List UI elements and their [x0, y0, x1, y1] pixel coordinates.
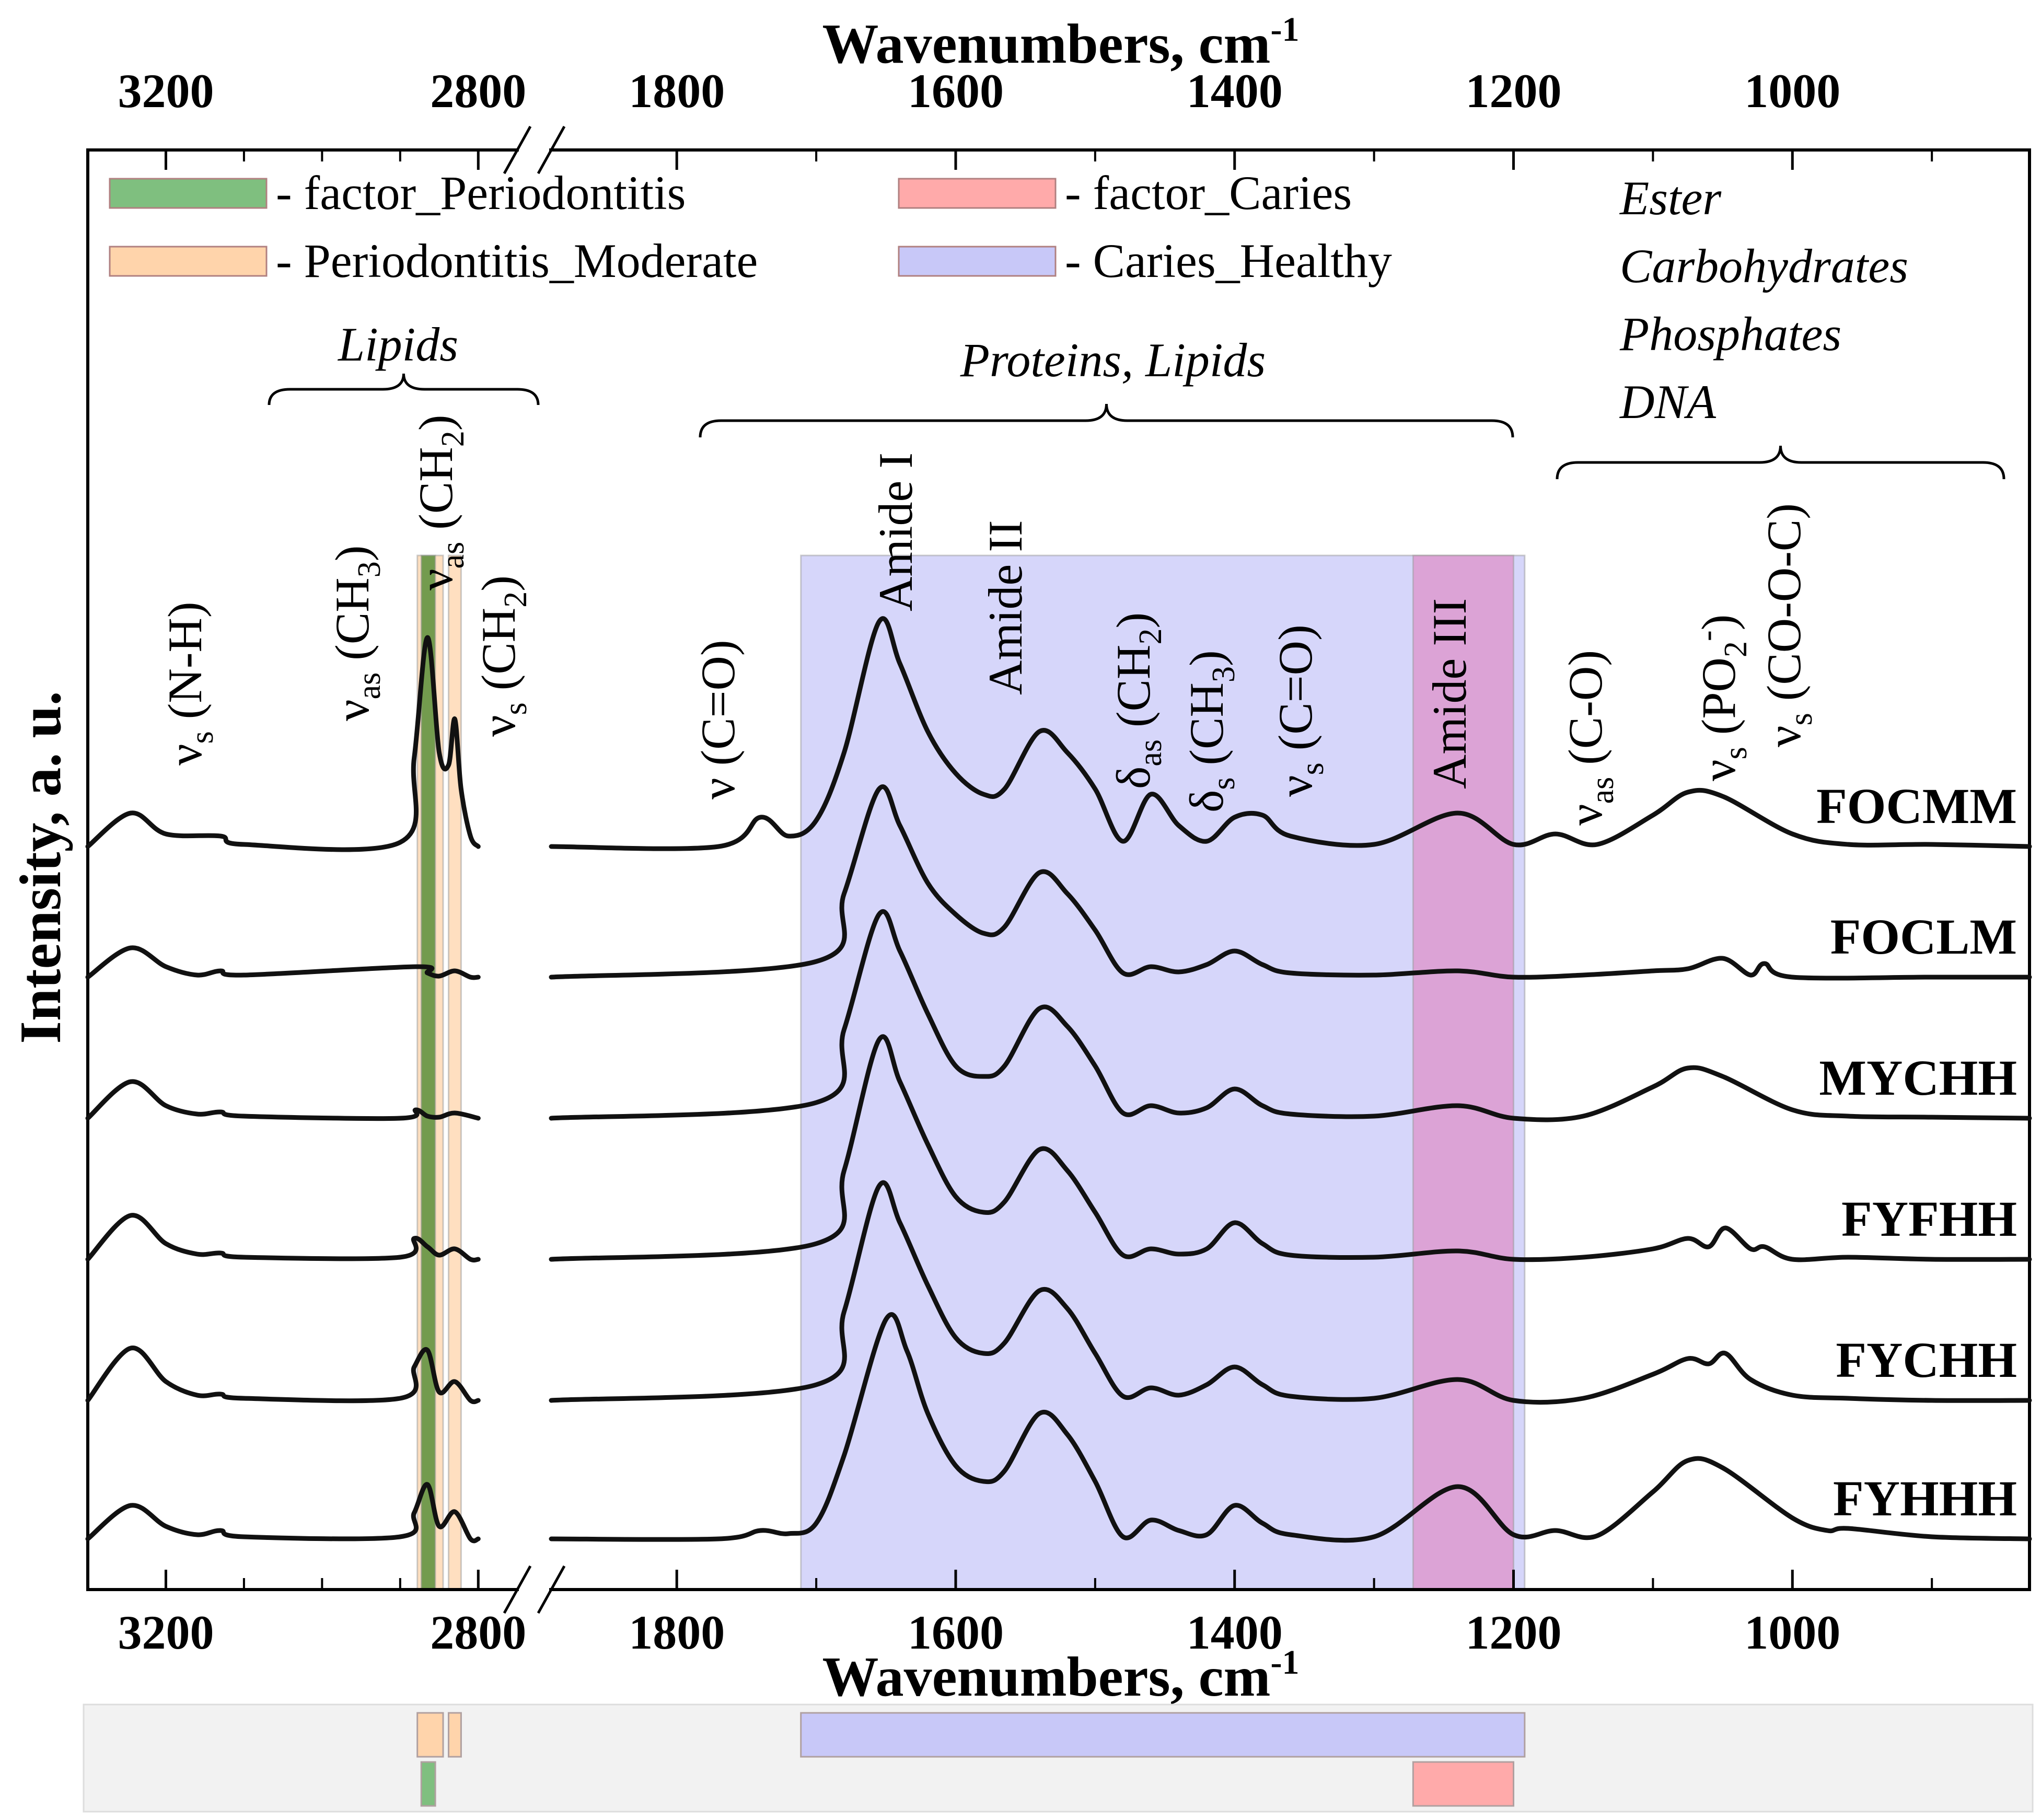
tick-label-bottom-1600: 1600 — [908, 1606, 1004, 1659]
tick-label-top-1200: 1200 — [1466, 64, 1562, 118]
break-slash — [537, 125, 566, 175]
spectrum-foclm-low — [549, 784, 2032, 981]
tick-label-bottom-1000: 1000 — [1744, 1606, 1840, 1659]
y-axis-title: Intensity, a. u. — [8, 691, 73, 1044]
region-periodontitis-moderate — [447, 554, 462, 1591]
spectrum-mychh-high — [85, 1079, 481, 1121]
peak-annotation: νs (CH2) — [472, 575, 534, 737]
peak-annotation: νas (CH2) — [409, 415, 471, 590]
series-label-focmm: FOCMM — [1816, 778, 2017, 834]
group-label-ester-item: Ester — [1619, 171, 1722, 225]
tick-label-top-1600: 1600 — [908, 64, 1004, 118]
series-label-fychh: FYCHH — [1836, 1332, 2017, 1388]
strip-region-factor-caries — [1412, 1761, 1515, 1807]
series-labels: FOCMM FOCLM MYCHH FYFHH FYCHH FYHHH — [1816, 778, 2017, 1526]
legend-label: - factor_Caries — [1065, 166, 1352, 219]
bottom-region-strip — [83, 1703, 2034, 1813]
spectrum-focmm-low — [549, 616, 2032, 851]
group-brace — [268, 373, 540, 405]
break-slash — [503, 1565, 532, 1614]
tick-label-top-3200: 3200 — [118, 64, 214, 118]
peak-annotation: δas (CH2) — [1107, 612, 1168, 789]
group-brace — [699, 403, 1514, 438]
spectrum-fyfhh-low — [549, 1034, 2032, 1262]
series-label-foclm: FOCLM — [1830, 909, 2017, 965]
peak-annotation: νas (C-O) — [1559, 650, 1620, 826]
group-label-ester-item: Carbohydrates — [1620, 239, 1908, 293]
break-gap-top — [519, 146, 549, 154]
legend-label: - factor_Periodontitis — [276, 166, 686, 219]
spectrum-fyhhh-low — [549, 1312, 2032, 1543]
axis-break-marks — [503, 125, 566, 1614]
break-gap-bottom — [519, 1585, 549, 1594]
spectrum-focmm-high — [85, 635, 481, 852]
tick-label-top-1000: 1000 — [1744, 64, 1840, 118]
tick-label-bottom-1400: 1400 — [1187, 1606, 1283, 1659]
region-caries-healthy — [800, 554, 1526, 1591]
plot-frame — [86, 148, 2031, 1591]
peak-annotation: Amide III — [1423, 598, 1476, 789]
strip-region-periodontitis-moderate — [416, 1712, 444, 1758]
legend-swatch — [898, 178, 1057, 209]
spectrum-foclm-high — [85, 945, 481, 980]
group-labels: Lipids Proteins, Lipids Ester Carbohydrates… — [268, 171, 2005, 480]
legend-label: - Periodontitis_Moderate — [276, 234, 758, 287]
group-label-ester-item: Phosphates — [1619, 307, 1841, 361]
series-label-mychh: MYCHH — [1819, 1050, 2017, 1106]
peak-annotation: ν (C=O) — [691, 640, 745, 799]
tick-label-bottom-2800: 2800 — [430, 1606, 526, 1659]
peak-annotation: Amide II — [979, 520, 1032, 695]
group-label-proteins: Proteins, Lipids — [960, 333, 1266, 387]
group-label-lipids: Lipids — [337, 318, 458, 371]
x-axis-title-top: Wavenumbers, cm-1 — [822, 10, 1300, 75]
tick-label-top-1400: 1400 — [1187, 64, 1283, 118]
spectrum-fychh-low — [549, 1180, 2032, 1405]
peak-annotation: νas (CH3) — [326, 546, 387, 721]
strip-region-caries-healthy — [800, 1712, 1526, 1758]
region-factor-caries — [1412, 554, 1515, 1591]
group-brace — [1556, 445, 2005, 480]
peak-annotation: νs (CO-O-C) — [1757, 503, 1819, 747]
break-slash — [503, 125, 532, 175]
spectrum-fyhhh-high — [85, 1482, 481, 1544]
spectra-series — [85, 616, 2032, 1544]
axis-ticks: 3200 3200 2800 2800 1800 1800 1600 1600 1400 1400… — [118, 64, 1933, 1659]
peak-annotation: Amide I — [869, 453, 922, 611]
spectrum-fyfhh-high — [85, 1213, 481, 1262]
legend-swatch — [109, 178, 268, 209]
break-slash — [537, 1565, 566, 1614]
strip-region-factor-periodontitis — [420, 1761, 436, 1807]
x-axis-title-bottom: Wavenumbers, cm-1 — [822, 1643, 1300, 1708]
legend-swatch — [109, 246, 268, 277]
peak-annotation: νs (PO2-) — [1689, 615, 1754, 781]
peak-annotation: νs (N-H) — [158, 601, 220, 766]
strip-region-periodontitis-moderate — [447, 1712, 462, 1758]
series-label-fyfhh: FYFHH — [1841, 1191, 2017, 1247]
tick-label-bottom-1800: 1800 — [629, 1606, 725, 1659]
tick-label-bottom-1200: 1200 — [1466, 1606, 1562, 1659]
peak-annotation: νs (C=O) — [1269, 624, 1330, 797]
spectrum-fychh-high — [85, 1346, 481, 1405]
peak-annotations: νs (N-H) νas (CH3) νas (CH2)νs (CH2) ν (C=O… — [158, 415, 1819, 826]
legend-label: - Caries_Healthy — [1065, 234, 1392, 287]
peak-annotation: δs (CH3) — [1180, 650, 1242, 813]
highlight-regions — [416, 554, 1526, 1591]
tick-label-top-1800: 1800 — [629, 64, 725, 118]
legend: - factor_Periodontitis - Periodontitis_Mo… — [109, 166, 1392, 287]
tick-label-top-2800: 2800 — [430, 64, 526, 118]
region-factor-periodontitis — [420, 554, 436, 1591]
series-label-fyhhh: FYHHH — [1833, 1470, 2017, 1526]
legend-swatch — [898, 246, 1057, 277]
group-label-ester-item: DNA — [1619, 375, 1717, 428]
tick-label-bottom-3200: 3200 — [118, 1606, 214, 1659]
spectrum-mychh-low — [549, 909, 2032, 1122]
